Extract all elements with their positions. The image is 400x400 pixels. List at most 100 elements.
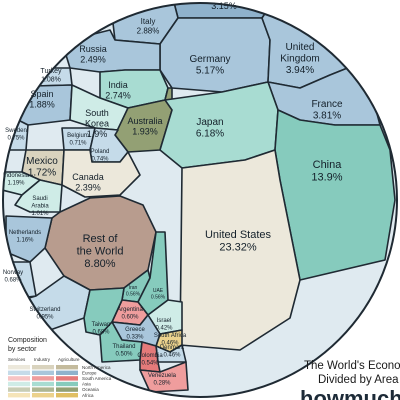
cell-name-taiwan: Taiwan: [92, 322, 111, 328]
cell-rest-of-the-world: [44, 195, 157, 291]
cell-name-spain: Spain: [30, 89, 53, 99]
cell-name-united-kingdom-2: Kingdom: [280, 54, 319, 65]
legend-title-1: Composition: [8, 337, 47, 344]
cell-value-iran: 0.56%: [126, 292, 141, 298]
cell-name-saudi-arabia-2: Arabia: [31, 204, 49, 210]
cell-value-united-kingdom: 3.94%: [286, 65, 314, 76]
legend-region-oceania: Oceania: [82, 387, 99, 392]
cell-name-iran: Iran: [129, 285, 138, 291]
cell-name-saudi-arabia-1: Saudi: [32, 196, 47, 202]
cell-value-saudi-arabia: 1.01%: [31, 211, 49, 217]
legend-swatch-oceania-2: [32, 387, 54, 392]
cell-name-colombia: Colombia: [137, 353, 163, 359]
cell-name-china: China: [313, 159, 343, 171]
cell-value-uae: 0.56%: [151, 295, 166, 301]
cell-name-south-korea-2: Korea: [85, 119, 109, 129]
cell-value-denmark: 0.46%: [163, 353, 181, 359]
legend-swatch-north-america-2: [32, 365, 54, 370]
cell-name-switzerland: Switzerland: [29, 307, 60, 313]
legend-swatch-south-america-2: [32, 376, 54, 381]
cell-value-germany: 5.17%: [196, 66, 224, 77]
cell-value-netherlands: 1.16%: [16, 238, 34, 244]
legend-swatch-asia-1: [8, 381, 30, 387]
cell-value-japan: 6.18%: [196, 129, 224, 140]
cell-name-united-kingdom-1: United: [286, 42, 315, 53]
cell-value-india: 2.74%: [105, 91, 131, 101]
title-line-1: The World's Econo: [304, 360, 400, 372]
cell-name-uae: UAE: [153, 288, 164, 294]
legend-swatch-africa-3: [56, 393, 78, 398]
cell-value-spain: 1.88%: [29, 100, 55, 110]
cell-value-norway: 0.68%: [4, 278, 22, 284]
cell-name-greece: Greece: [125, 327, 145, 333]
cell-name-france: France: [311, 99, 343, 110]
cell-value-venezuela: 0.28%: [153, 381, 171, 387]
legend-swatch-africa-2: [32, 393, 54, 398]
legend-region-europe: Europe: [82, 370, 97, 375]
cell-value-united-states: 23.32%: [219, 242, 257, 254]
legend-swatch-north-america-3: [56, 365, 78, 370]
legend-swatch-europe-1: [8, 370, 30, 375]
cell-value-indonesia: 1.19%: [7, 181, 25, 187]
cell-value-canada: 2.39%: [75, 183, 101, 193]
cell-name-poland: Poland: [91, 149, 110, 155]
title-line-2: Divided by Area: [318, 374, 399, 386]
cell-name-denmark: Denmark: [160, 345, 185, 351]
cell-value-thailand: 0.50%: [115, 352, 133, 358]
cell-name-united-states: United States: [205, 229, 272, 241]
cell-name-rest-of-the-world-2: the World: [77, 246, 124, 258]
cell-name-italy: Italy: [141, 17, 156, 26]
cell-venezuela: [139, 361, 189, 393]
legend-region-south-america: South America: [82, 376, 112, 381]
cell-name-indonesia: Indonesia: [3, 173, 30, 179]
legend-region-asia: Asia: [82, 382, 91, 387]
cell-value-south-africa: 0.46%: [161, 341, 179, 347]
legend-col-agriculture: Agriculture: [58, 357, 80, 362]
cell-name-india: India: [108, 80, 128, 90]
cell-name-japan: Japan: [196, 117, 223, 128]
cell-value-top: 3.15%: [211, 1, 237, 11]
cell-value-rest-of-the-world: 8.80%: [84, 258, 115, 270]
cell-name-argentina: Argentina: [117, 307, 143, 313]
cell-canada: [61, 149, 141, 198]
cell-value-belgium: 0.71%: [69, 141, 87, 147]
cell-value-taiwan: 0.68%: [92, 330, 110, 336]
cell-value-italy: 2.88%: [137, 27, 160, 36]
cell-value-south-korea: 1.9%: [87, 129, 108, 139]
cell-name-australia: Australia: [127, 116, 162, 126]
legend-title-2: by sector: [8, 346, 37, 353]
cell-value-greece: 0.33%: [126, 335, 144, 341]
cell-value-china: 13.9%: [311, 172, 342, 184]
cell-value-poland: 0.74%: [91, 157, 109, 163]
cell-name-belgium: Belgium: [67, 133, 89, 139]
cell-name-venezuela: Venezuela: [148, 373, 177, 379]
cell-taiwan: [83, 287, 125, 336]
cell-name-canada: Canada: [72, 172, 104, 182]
brand-logo: howmuch: [300, 386, 400, 400]
cell-value-france: 3.81%: [313, 111, 341, 122]
legend-swatch-north-america-1: [8, 365, 30, 370]
cell-name-thailand: Thailand: [112, 344, 135, 350]
cell-value-colombia: 0.54%: [141, 361, 159, 367]
cell-value-argentina: 0.60%: [121, 315, 139, 321]
cell-name-south-africa: South Africa: [154, 333, 187, 339]
cell-name-israel: Israel: [157, 318, 172, 324]
legend-swatch-asia-2: [32, 381, 54, 387]
legend-swatch-oceania-1: [8, 387, 30, 392]
cell-name-germany: Germany: [189, 54, 230, 65]
legend: Composition by sector Services Industry …: [8, 337, 112, 398]
cell-value-sweden: 0.75%: [7, 136, 25, 142]
legend-swatch-africa-1: [8, 393, 30, 398]
legend-region-north-america: North America: [82, 365, 111, 370]
legend-swatch-asia-3: [56, 381, 78, 387]
cell-name-rest-of-the-world-1: Rest of: [83, 233, 119, 245]
legend-swatch-south-america-3: [56, 376, 78, 381]
legend-swatch-europe-2: [32, 370, 54, 375]
cell-value-australia: 1.93%: [132, 127, 158, 137]
cell-united-states: [179, 149, 301, 351]
cell-name-mexico: Mexico: [26, 156, 58, 167]
cell-name-russia: Russia: [79, 44, 107, 54]
cell-name-norway: Norway: [3, 270, 23, 276]
